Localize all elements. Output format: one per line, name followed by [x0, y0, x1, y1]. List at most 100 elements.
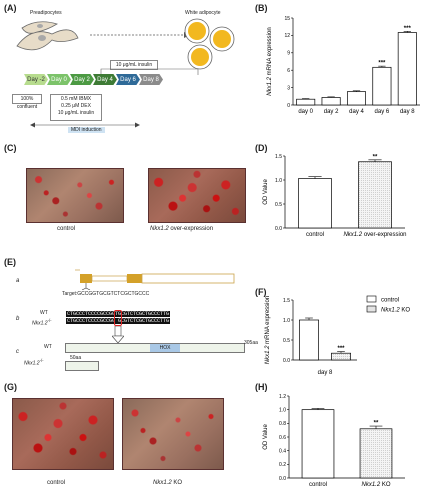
e-c-label: c: [16, 349, 19, 355]
insulin-box: 10 μg/mL insulin: [110, 60, 158, 70]
gene-name: Nkx1.2: [32, 320, 48, 327]
mdi-induction-label: MDI induction: [68, 127, 105, 133]
dashed-arrow-icon: [90, 32, 190, 38]
micrograph-g-left-label: control: [47, 480, 66, 486]
gene-name: Nkx1.2: [153, 480, 172, 486]
bar: [299, 319, 319, 361]
significance-marker: ***: [404, 26, 412, 32]
day-step: Day 8: [139, 74, 163, 85]
legend-suffix: KO: [400, 308, 411, 314]
target-sequence: Target:GCCGGTGCGTCTCGCTGCCC: [62, 291, 150, 297]
y-axis-label: OD Value: [263, 179, 269, 205]
y-tick-label: 0.5: [283, 338, 290, 344]
y-axis-label-rest: mRNA expression: [267, 27, 273, 77]
chart-d: 0.0 0.5 1.0 1.5 OD Value control ** Nkx1.2 over…: [263, 154, 407, 238]
y-tick-label: 1.0: [283, 318, 290, 324]
y-tick-label: 0.0: [279, 476, 286, 482]
chart-h: 0.0 0.2 0.4 0.6 0.8 1.0 1.2 OD Value control ** Nk…: [263, 394, 405, 488]
significance-marker: **: [374, 421, 379, 427]
category-suffix: over-expression: [362, 232, 406, 238]
y-tick-label: 0.8: [279, 421, 286, 427]
gene-editing-panel: a Target:GCCGGTGCGTCTCGCTGCCC b WT Nkx1.…: [10, 266, 258, 376]
y-axis-label-gene: Nkx1.2: [267, 76, 273, 95]
x-axis-label: day 8: [318, 370, 333, 376]
category-label: day 8: [400, 109, 415, 115]
y-tick-label: 0.2: [279, 462, 286, 468]
bar: [359, 428, 393, 479]
mutation-highlight: [114, 310, 122, 326]
legend-gene: Nkx1.2: [381, 308, 400, 314]
micrograph-ko: [122, 398, 224, 470]
y-axis-label: OD Value: [263, 424, 269, 450]
bar: [331, 352, 351, 361]
y-tick-label: 0.6: [279, 435, 286, 441]
insulin-bracket-icon: [100, 68, 199, 75]
day-step: Day 4: [93, 74, 117, 85]
y-tick-label: 0.0: [283, 358, 290, 364]
bar: [358, 161, 392, 229]
gene-name: Nkx1.2: [150, 226, 169, 232]
white-adipocyte-label: White adipocyte: [185, 10, 221, 16]
bar: [397, 32, 417, 106]
legend-label: Nkx1.2 KO: [381, 308, 410, 314]
panel-label-a: (A): [4, 3, 17, 13]
significance-marker: **: [373, 154, 378, 160]
legend-swatch: [366, 305, 377, 313]
bar: [321, 97, 341, 106]
y-axis-label-gene: Nkx1.2: [265, 345, 271, 364]
chart-b: 0 3 6 9 12 15 Nkx1.2 mRNA expression day 0 day 2…: [267, 16, 420, 115]
panel-label-b: (B): [255, 3, 268, 13]
category-label: control: [309, 482, 327, 488]
panel-label-e: (E): [4, 257, 16, 267]
y-tick-label: 1.0: [279, 407, 286, 413]
differentiation-schematic: Preadipocytes White adipocyte 10 μg/mL i…: [10, 10, 235, 135]
ko-label-b: Nkx1.2-/-: [32, 318, 52, 327]
panel-label-d: (D): [255, 143, 268, 153]
panel-label-g: (G): [4, 382, 17, 392]
micrograph-c-right-label: Nkx1.2 over-expression: [150, 226, 213, 232]
panel-label-c: (C): [4, 143, 17, 153]
category-gene: Nkx1.2: [343, 232, 362, 238]
y-axis-label-rest: mRNA expression: [265, 296, 271, 346]
micrograph-control: [26, 168, 124, 223]
day-step: Day 6: [116, 74, 140, 85]
micrograph-overexpression: [148, 168, 246, 223]
y-tick-label: 12: [284, 33, 290, 39]
day-step: Day 2: [70, 74, 94, 85]
category-suffix: KO: [380, 482, 391, 488]
gene-structure-icon: [75, 269, 235, 290]
wt-label-c: WT: [44, 344, 52, 350]
panel-label-h: (H): [255, 382, 268, 392]
y-tick-label: 3: [287, 85, 290, 91]
significance-marker: ***: [378, 61, 386, 67]
hox-domain: HOX: [150, 344, 180, 352]
y-tick-label: 0: [287, 103, 290, 109]
label-suffix: over-expression: [168, 226, 214, 232]
ko-superscript: -/-: [47, 318, 52, 323]
y-tick-label: 9: [287, 51, 290, 57]
ko-sequence: CTGCCCTCCCCGCCGG GCGTCTCGCTGCCCTTG: [66, 318, 171, 324]
y-tick-label: 1.2: [279, 394, 286, 400]
micrograph-c-left-label: control: [57, 226, 76, 232]
category-label: Nkx1.2 over-expression: [343, 232, 406, 238]
category-label: day 6: [375, 109, 390, 115]
down-arrow-icon: [112, 326, 124, 344]
y-tick-label: 0.5: [275, 202, 282, 208]
mdi-ibmx: 0.5 mM IBMX: [60, 96, 92, 102]
ko-protein-bar: [65, 361, 99, 371]
bar: [301, 409, 335, 479]
wt-sequence: CTGCCCTCCCCGCCGGTGCGTCTCGCTGCCCTTG: [66, 311, 171, 317]
mdi-dex: 0.25 μM DEX: [61, 103, 91, 109]
y-tick-label: 0.0: [275, 226, 282, 232]
category-label: control: [306, 232, 324, 238]
gene-name: Nkx1.2: [24, 360, 40, 367]
mdi-insulin: 10 μg/mL insulin: [57, 110, 95, 116]
bar: [372, 66, 392, 106]
y-axis-label: Nkx1.2 mRNA expression: [267, 27, 273, 95]
panel-label-f: (F): [255, 287, 267, 297]
category-label: day 2: [324, 109, 339, 115]
e-a-label: a: [16, 278, 20, 284]
y-tick-label: 1.5: [283, 298, 290, 304]
y-axis-label: Nkx1.2 mRNA expression: [265, 296, 271, 364]
legend-label: control: [381, 298, 399, 304]
